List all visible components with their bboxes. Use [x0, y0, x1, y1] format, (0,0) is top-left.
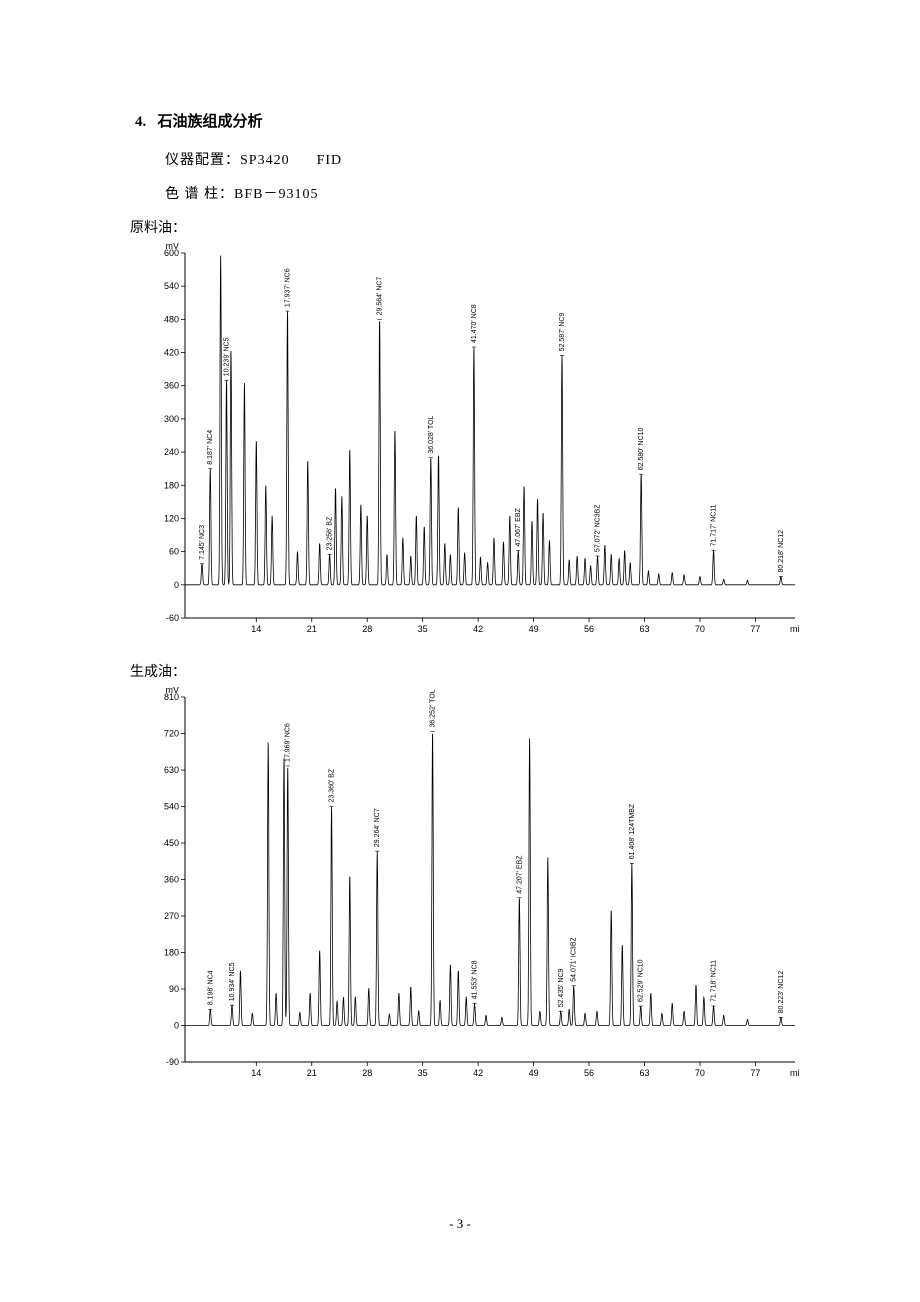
svg-text:70: 70: [695, 1068, 705, 1078]
chart2-container: -90090180270360450540630720810mV14212835…: [140, 687, 800, 1087]
svg-text:10.934' NC5: 10.934' NC5: [229, 962, 236, 1001]
svg-text:28: 28: [362, 1068, 372, 1078]
svg-text:420: 420: [164, 348, 179, 358]
svg-text:71.717' NC11: 71.717' NC11: [711, 504, 718, 546]
svg-text:min: min: [790, 1068, 800, 1078]
svg-text:71.718' NC11: 71.718' NC11: [711, 960, 718, 1002]
svg-text:23.360' BZ: 23.360' BZ: [329, 768, 336, 802]
svg-text:29.564' NC7: 29.564' NC7: [377, 277, 384, 316]
svg-text:49: 49: [529, 1068, 539, 1078]
svg-text:28: 28: [362, 624, 372, 634]
instrument-config: 仪器配置：SP3420 FID: [165, 149, 785, 169]
svg-text:mV: mV: [166, 243, 180, 251]
chart1-container: -60060120180240300360420480540600mV14212…: [140, 243, 800, 643]
svg-text:360: 360: [164, 875, 179, 885]
detector: FID: [317, 153, 343, 168]
section-title: 石油族组成分析: [158, 114, 263, 130]
instrument-value: SP3420: [240, 153, 290, 168]
chart2-svg: -90090180270360450540630720810mV14212835…: [140, 687, 800, 1087]
svg-text:57.072' NC3BZ: 57.072' NC3BZ: [595, 504, 602, 552]
svg-text:540: 540: [164, 281, 179, 291]
svg-text:77: 77: [750, 624, 760, 634]
svg-text:14: 14: [251, 1068, 261, 1078]
chart2-title: 生成油：: [130, 661, 785, 681]
svg-text:60: 60: [169, 547, 179, 557]
chart1-svg: -60060120180240300360420480540600mV14212…: [140, 243, 800, 643]
svg-text:720: 720: [164, 729, 179, 739]
svg-text:62.529' NC10: 62.529' NC10: [638, 959, 645, 1002]
svg-text:52.435' NC9: 52.435' NC9: [558, 969, 565, 1008]
svg-text:56: 56: [584, 1068, 594, 1078]
svg-text:41.470' NC8: 41.470' NC8: [471, 304, 478, 343]
svg-text:540: 540: [164, 802, 179, 812]
svg-text:-60: -60: [166, 613, 179, 623]
column-config: 色 谱 柱：BFB－93105: [165, 183, 785, 203]
svg-text:35: 35: [418, 624, 428, 634]
svg-text:80.223' NC12: 80.223' NC12: [778, 971, 785, 1014]
svg-text:240: 240: [164, 447, 179, 457]
svg-text:54.071' IC3BZ: 54.071' IC3BZ: [571, 937, 578, 982]
page-number: - 3 -: [449, 1216, 471, 1232]
svg-text:36.252' TOL: 36.252' TOL: [430, 689, 437, 727]
svg-text:35: 35: [418, 1068, 428, 1078]
svg-text:0: 0: [174, 580, 179, 590]
svg-text:56: 56: [584, 624, 594, 634]
svg-text:41.553' NC8: 41.553' NC8: [472, 960, 479, 999]
svg-text:29.264' NC7: 29.264' NC7: [374, 808, 381, 847]
svg-text:120: 120: [164, 513, 179, 523]
svg-text:630: 630: [164, 765, 179, 775]
svg-text:8.187' NC4: 8.187' NC4: [207, 430, 214, 465]
column-value: BFB－93105: [234, 187, 318, 202]
svg-text:21: 21: [307, 624, 317, 634]
chart1-title: 原料油：: [130, 217, 785, 237]
svg-text:0: 0: [174, 1021, 179, 1031]
svg-text:80.218' NC12: 80.218' NC12: [778, 530, 785, 573]
instrument-label: 仪器配置：: [165, 153, 240, 168]
svg-text:52.587' NC9: 52.587' NC9: [559, 313, 566, 352]
svg-text:42: 42: [473, 624, 483, 634]
svg-text:10.239' NC5: 10.239' NC5: [224, 337, 231, 376]
svg-text:42: 42: [473, 1068, 483, 1078]
svg-text:62.580' NC10: 62.580' NC10: [638, 428, 645, 471]
svg-text:180: 180: [164, 480, 179, 490]
svg-text:300: 300: [164, 414, 179, 424]
column-label: 色 谱 柱：: [165, 187, 234, 202]
svg-text:70: 70: [695, 624, 705, 634]
svg-text:14: 14: [251, 624, 261, 634]
svg-text:21: 21: [307, 1068, 317, 1078]
svg-text:450: 450: [164, 838, 179, 848]
svg-text:77: 77: [750, 1068, 760, 1078]
svg-text:23.256' BZ: 23.256' BZ: [327, 516, 334, 550]
svg-text:63: 63: [639, 624, 649, 634]
svg-text:mV: mV: [166, 687, 180, 695]
svg-text:180: 180: [164, 948, 179, 958]
svg-text:49: 49: [529, 624, 539, 634]
section-header: 4. 石油族组成分析: [135, 110, 785, 131]
svg-text:7.145' NC3: 7.145' NC3: [199, 525, 206, 560]
svg-text:17.969' NC6: 17.969' NC6: [285, 723, 292, 762]
svg-text:min: min: [790, 624, 800, 634]
svg-text:36.028' TOL: 36.028' TOL: [428, 415, 435, 453]
svg-text:480: 480: [164, 314, 179, 324]
svg-text:47.067' EBZ: 47.067' EBZ: [515, 508, 522, 547]
svg-text:270: 270: [164, 911, 179, 921]
svg-text:360: 360: [164, 381, 179, 391]
svg-text:8.198' NC4: 8.198' NC4: [207, 970, 214, 1005]
svg-text:-90: -90: [166, 1057, 179, 1067]
svg-text:90: 90: [169, 984, 179, 994]
svg-text:63: 63: [639, 1068, 649, 1078]
svg-text:47.207' EBZ: 47.207' EBZ: [516, 855, 523, 894]
svg-text:17.937' NC6: 17.937' NC6: [284, 268, 291, 307]
svg-text:61.408' 124TMBZ: 61.408' 124TMBZ: [629, 803, 636, 859]
section-number: 4.: [135, 114, 146, 130]
